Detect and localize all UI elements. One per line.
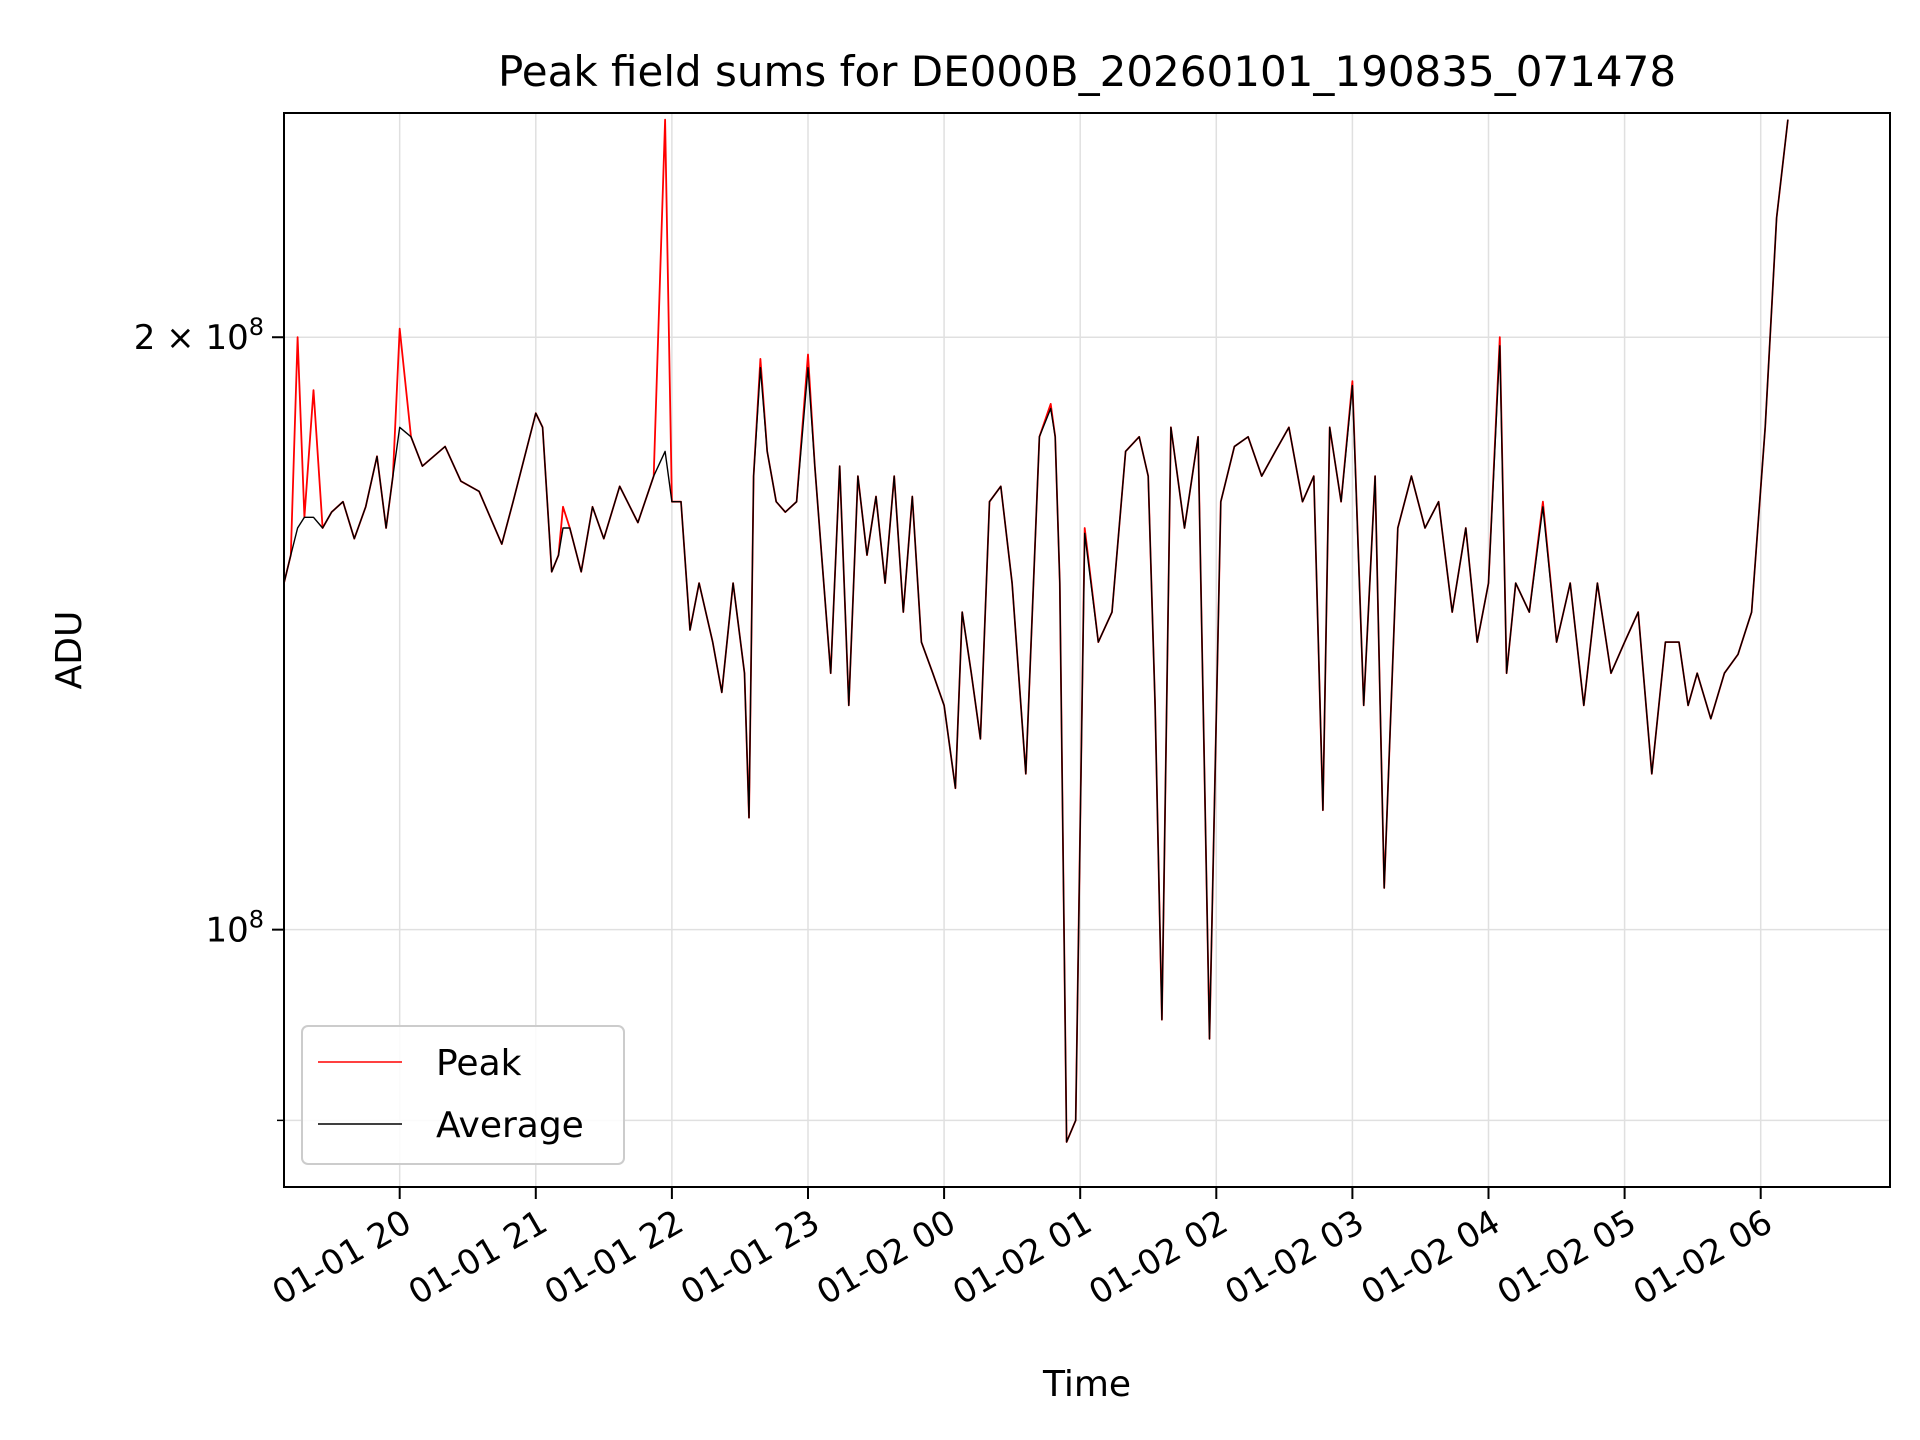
legend-box — [301, 1025, 625, 1165]
legend-label-average: Average — [436, 1105, 584, 1146]
x-axis-label: Time — [1042, 1364, 1131, 1405]
grid-layer — [284, 113, 1890, 1187]
plot-frame — [283, 112, 1891, 1188]
series-layer — [284, 118, 1789, 1143]
y-tick-label: 108 — [205, 906, 264, 951]
y-axis-ticks: 108 2 × 108 — [134, 313, 284, 1122]
chart-title: Peak field sums for DE000B_20260101_1908… — [498, 47, 1676, 96]
y-tick-label: 2 × 108 — [134, 313, 264, 358]
legend-label-peak: Peak — [436, 1043, 522, 1084]
legend: Peak Average — [301, 1025, 625, 1165]
series-line-average — [284, 119, 1789, 1143]
y-axis-label: ADU — [49, 611, 90, 690]
